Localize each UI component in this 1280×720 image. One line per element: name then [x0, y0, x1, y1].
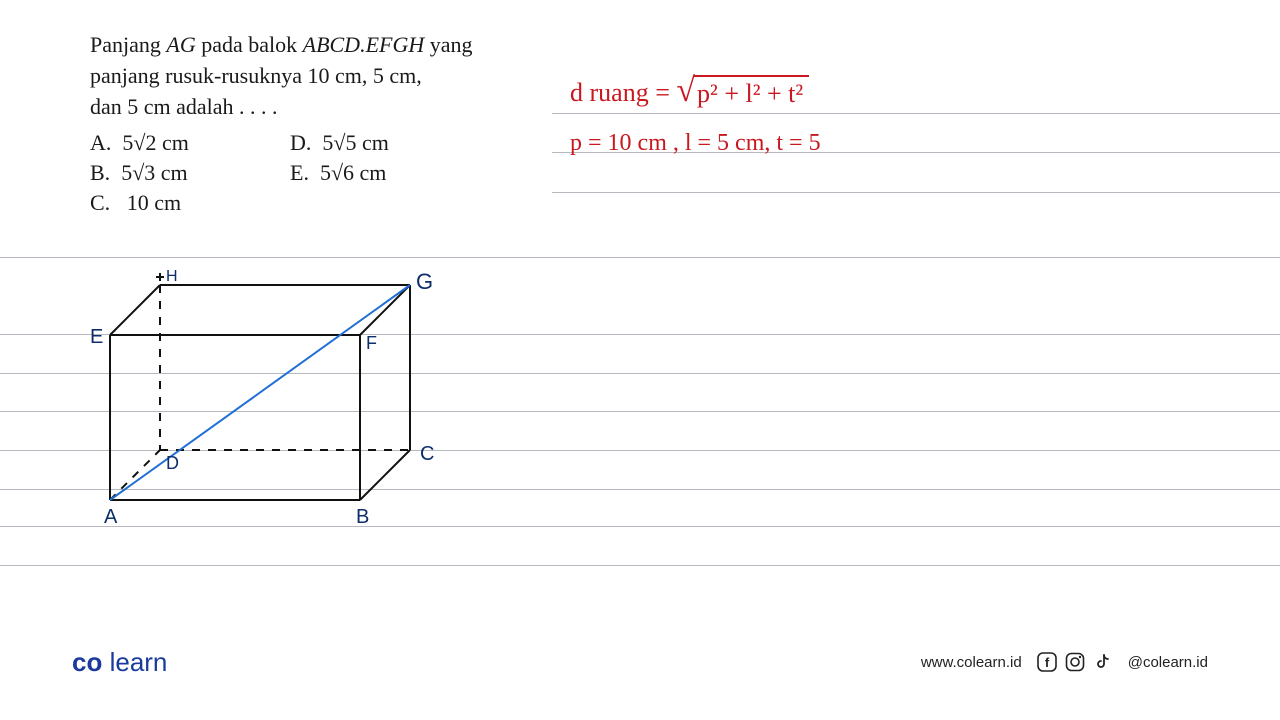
q-ital1: AG [166, 32, 195, 57]
footer: co learn www.colearn.id f @colearn.id [0, 642, 1280, 682]
svg-text:f: f [1045, 655, 1050, 670]
question-text: Panjang AG pada balok ABCD.EFGH yang pan… [90, 30, 530, 122]
instagram-icon [1064, 651, 1086, 673]
q-line3: dan 5 cm adalah . . . . [90, 94, 278, 119]
footer-handle: @colearn.id [1128, 654, 1208, 671]
options: A. 5√2 cm D. 5√5 cm B. 5√3 cm E. 5√6 cm … [90, 130, 470, 220]
option-b: B. 5√3 cm [90, 160, 290, 186]
tiktok-icon [1092, 651, 1114, 673]
label-b: B [356, 506, 369, 528]
label-a: A [104, 506, 118, 528]
rule-line [0, 257, 1280, 258]
q-line1-pre: Panjang [90, 32, 166, 57]
diagram-cuboid: A B C D E F G H [70, 265, 450, 545]
option-c: C. 10 cm [90, 190, 290, 216]
footer-url: www.colearn.id [921, 654, 1022, 671]
sqrt-icon: √ p² + l² + t² [676, 79, 809, 109]
facebook-icon: f [1036, 651, 1058, 673]
brand-logo: co learn [72, 647, 167, 678]
label-h: H [166, 268, 178, 285]
rule-line [0, 565, 1280, 566]
handwriting-formula: d ruang = √ p² + l² + t² [570, 78, 809, 109]
social-icons: f [1036, 651, 1114, 673]
q-line1-mid: pada balok [196, 32, 303, 57]
sqrt-content: p² + l² + t² [691, 79, 809, 109]
option-a: A. 5√2 cm [90, 130, 290, 156]
q-line2: panjang rusuk-rusuknya 10 cm, 5 cm, [90, 63, 422, 88]
option-d: D. 5√5 cm [290, 130, 470, 156]
rule-line-short [552, 113, 1280, 114]
hw-label: d ruang = [570, 78, 676, 107]
q-ital2: ABCD.EFGH [303, 32, 425, 57]
option-e: E. 5√6 cm [290, 160, 470, 186]
label-c: C [420, 443, 434, 465]
label-g: G [416, 269, 433, 294]
q-line1-post: yang [424, 32, 472, 57]
rule-line-short [552, 192, 1280, 193]
label-f: F [366, 333, 377, 353]
label-d: D [166, 453, 179, 473]
handwriting-values: p = 10 cm , l = 5 cm, t = 5 [570, 130, 821, 157]
label-e: E [90, 326, 103, 348]
